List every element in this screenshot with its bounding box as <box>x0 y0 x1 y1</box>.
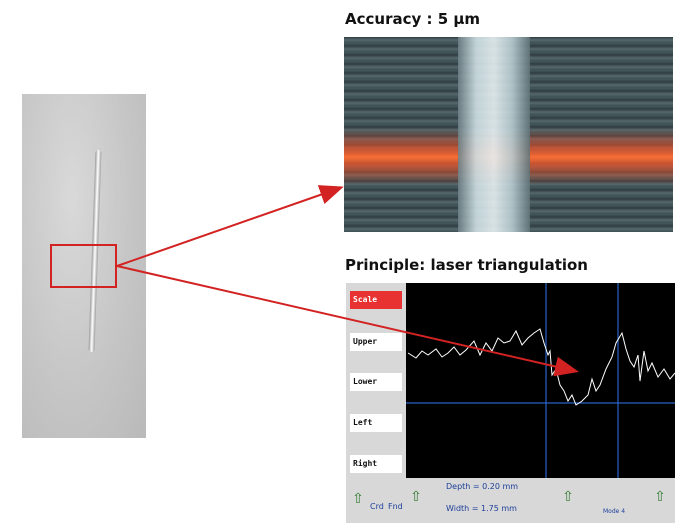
principle-heading: Principle: laser triangulation <box>345 256 588 274</box>
left-button[interactable]: Left <box>350 414 402 432</box>
down-arrow-icon[interactable]: ⇧ <box>562 488 574 504</box>
mode-label: Mode 4 <box>603 508 626 515</box>
scale-button[interactable]: Scale <box>350 291 402 309</box>
left-arrow-icon[interactable]: ⇧ <box>352 490 364 506</box>
sample-photo <box>22 94 146 438</box>
up-arrow-icon[interactable]: ⇧ <box>410 488 422 504</box>
bottom-toolbar: ⇧ Crd Fnd ⇧ Depth = 0.20 mm Width = 1.75… <box>346 478 675 523</box>
lower-button[interactable]: Lower <box>350 373 402 391</box>
bar-label-2: Fnd <box>388 502 403 511</box>
bar-label-1: Crd <box>370 502 384 511</box>
highlight-box <box>50 244 117 288</box>
microscope-photo <box>344 37 673 232</box>
side-panel: Scale Upper Lower Left Right <box>346 283 406 478</box>
accuracy-heading: Accuracy : 5 µm <box>345 10 481 28</box>
scratch-groove <box>458 37 530 232</box>
right-arrow-icon[interactable]: ⇧ <box>654 488 666 504</box>
right-button[interactable]: Right <box>350 455 402 473</box>
depth-readout: Depth = 0.20 mm <box>446 482 519 491</box>
upper-button[interactable]: Upper <box>350 333 402 351</box>
width-readout: Width = 1.75 mm <box>446 504 517 513</box>
arrow-to-microscope <box>116 185 344 267</box>
arrow-to-profile <box>116 265 579 377</box>
